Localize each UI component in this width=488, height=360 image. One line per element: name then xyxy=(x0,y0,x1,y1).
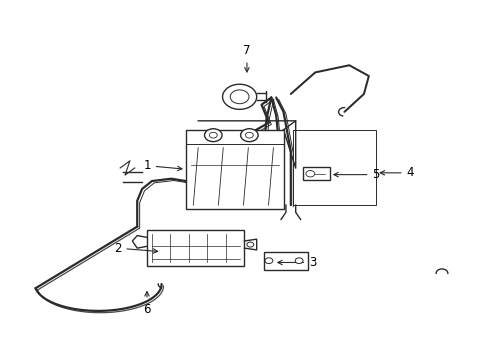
Text: 1: 1 xyxy=(143,159,182,172)
Text: 5: 5 xyxy=(333,168,379,181)
Bar xyxy=(264,252,307,270)
Text: 2: 2 xyxy=(114,242,157,255)
Circle shape xyxy=(264,258,272,264)
Text: 6: 6 xyxy=(143,292,150,316)
Bar xyxy=(185,130,283,209)
Circle shape xyxy=(209,132,217,138)
Circle shape xyxy=(305,171,314,177)
Circle shape xyxy=(240,129,258,141)
Text: 4: 4 xyxy=(379,166,413,179)
Circle shape xyxy=(295,258,303,264)
Circle shape xyxy=(246,242,253,247)
Bar xyxy=(147,230,244,266)
Circle shape xyxy=(245,132,253,138)
Bar xyxy=(303,167,329,180)
Circle shape xyxy=(222,84,256,109)
Text: 3: 3 xyxy=(277,256,316,269)
Bar xyxy=(293,130,375,205)
Circle shape xyxy=(204,129,222,141)
Text: 7: 7 xyxy=(243,44,250,72)
Circle shape xyxy=(230,90,248,104)
